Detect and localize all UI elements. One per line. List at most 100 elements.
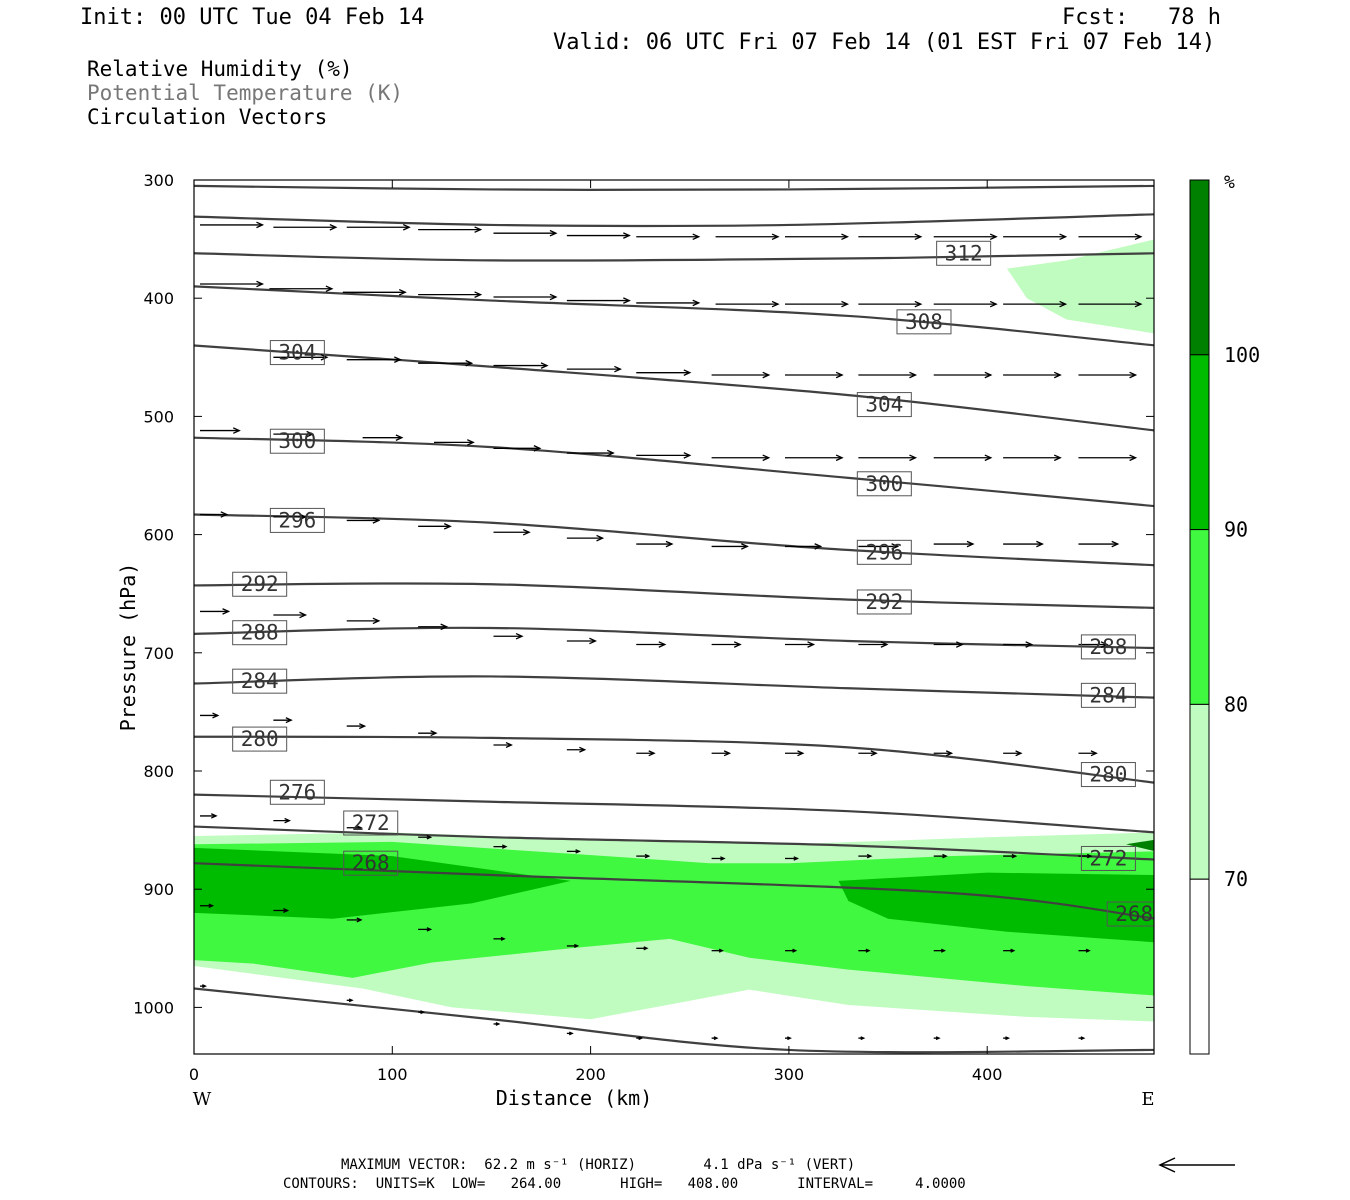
circulation-vector [858, 371, 918, 379]
circulation-vector [1003, 853, 1018, 859]
circulation-vector [711, 948, 724, 953]
theta-contour-296 [194, 513, 1154, 567]
circulation-vector [566, 297, 631, 304]
circulation-vector [200, 221, 265, 229]
circulation-vector [636, 641, 667, 648]
theta-contour-292 [194, 582, 1154, 609]
circulation-vector [784, 750, 805, 757]
circulation-vector [273, 354, 329, 361]
circulation-vector [784, 454, 844, 462]
theta-contour-276 [194, 793, 1154, 834]
contour-label-text: 300 [278, 429, 316, 453]
circulation-vector [636, 299, 701, 307]
circulation-vector [1003, 750, 1023, 757]
circulation-vector [711, 856, 726, 861]
colorbar-level: 100 [1224, 343, 1260, 367]
circulation-vector [418, 291, 483, 298]
circulation-vector [273, 223, 338, 231]
contour-label: 292 [856, 589, 912, 615]
contour-label-text: 272 [1089, 846, 1127, 870]
circulation-vector [566, 1031, 574, 1036]
circulation-vector [493, 844, 508, 849]
circulation-vector [636, 540, 674, 548]
circulation-vector [566, 449, 615, 457]
circulation-vector [858, 543, 900, 550]
circulation-vector [346, 998, 354, 1003]
circulation-vector [858, 454, 918, 462]
x-axis-label: Distance (km) [496, 1086, 653, 1110]
circulation-vector [1003, 1036, 1011, 1041]
circulation-vector [493, 632, 524, 640]
circulation-vector [346, 517, 381, 524]
circulation-vector [418, 1010, 426, 1015]
rh-region-70 [1007, 239, 1154, 334]
contour-label-text: 268 [352, 851, 390, 875]
circulation-vector [200, 984, 207, 989]
contour-label: 280 [1080, 762, 1136, 788]
circulation-vector [346, 723, 367, 730]
circulation-vector [711, 543, 749, 550]
legend-vectors: Circulation Vectors [87, 105, 328, 129]
circulation-vector [784, 233, 850, 241]
circulation-vector [933, 300, 998, 308]
circulation-vector [269, 285, 334, 293]
circulation-vector [858, 1036, 866, 1041]
contour-label: 300 [856, 471, 912, 497]
circulation-vector [566, 534, 605, 542]
theta-contour-288 [194, 626, 1154, 650]
circulation-vector [1078, 300, 1143, 308]
circulation-vector [200, 903, 215, 909]
circulation-vector [1003, 371, 1062, 379]
circulation-vector [858, 948, 871, 953]
circulation-vector [933, 853, 948, 859]
circulation-vector [566, 365, 622, 373]
circulation-vector [933, 641, 964, 648]
circulation-vector [636, 369, 692, 376]
contour-label-text: 304 [278, 341, 316, 365]
circulation-vector [418, 359, 474, 367]
contour-label-text: 276 [278, 780, 316, 804]
contour-label-text: 268 [1115, 902, 1153, 926]
contour-label: 284 [232, 668, 288, 694]
circulation-vector [1003, 641, 1034, 648]
contour-label-text: 296 [278, 508, 316, 532]
circulation-vector [1078, 1036, 1086, 1041]
x-tick-label: 300 [774, 1065, 805, 1084]
circulation-vector [418, 523, 452, 530]
circulation-vector [784, 641, 816, 648]
x-end-label-east: E [1141, 1089, 1154, 1110]
circulation-vector [858, 300, 923, 308]
circulation-vector [784, 300, 850, 308]
contour-label: 304 [269, 340, 325, 366]
rh-region-90 [194, 847, 571, 919]
colorbar-unit: % [1224, 172, 1235, 193]
circulation-vector [933, 948, 947, 953]
legend-theta: Potential Temperature (K) [87, 81, 404, 105]
circulation-vector [711, 641, 742, 648]
colorbar-segment [1189, 703, 1210, 880]
circulation-vector [715, 300, 780, 308]
contour-label-text: 296 [865, 540, 903, 564]
circulation-vector [1003, 540, 1044, 548]
circulation-vector [1078, 233, 1143, 241]
circulation-vector [858, 233, 923, 241]
circulation-vector [711, 371, 771, 379]
circulation-vector [493, 293, 558, 301]
theta-contour-312 [194, 213, 1154, 228]
circulation-vector [1078, 853, 1093, 859]
theta-contour-272 [194, 825, 1154, 861]
contour-label: 296 [856, 539, 912, 565]
contour-label: 300 [269, 428, 325, 454]
footer-contours: CONTOURS: UNITS=K LOW= 264.00 HIGH= 408.… [283, 1176, 966, 1192]
circulation-vector [933, 233, 998, 241]
circulation-vector [858, 641, 889, 648]
circulation-vector [784, 856, 800, 861]
plot-area: 312 308 304 304 300 300 296 296 292 292 288 288 284 2… [194, 184, 1154, 1054]
theta-contour-280 [194, 735, 1154, 784]
circulation-vector [784, 948, 798, 953]
contour-label: 308 [896, 309, 952, 335]
contour-label: 284 [1080, 682, 1136, 708]
y-tick-label: 300 [143, 171, 174, 190]
circulation-vector [1003, 300, 1068, 308]
circulation-vector [346, 917, 363, 923]
